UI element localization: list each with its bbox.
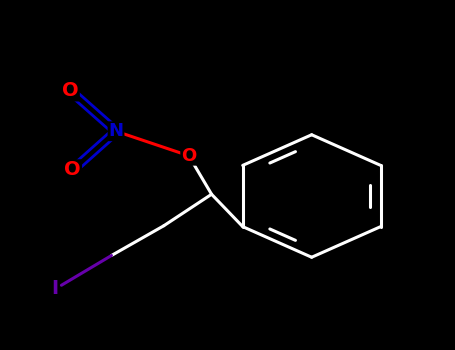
Text: O: O bbox=[181, 147, 197, 165]
Text: O: O bbox=[62, 82, 79, 100]
Text: I: I bbox=[51, 279, 58, 298]
Text: O: O bbox=[65, 160, 81, 179]
Text: N: N bbox=[109, 122, 123, 140]
